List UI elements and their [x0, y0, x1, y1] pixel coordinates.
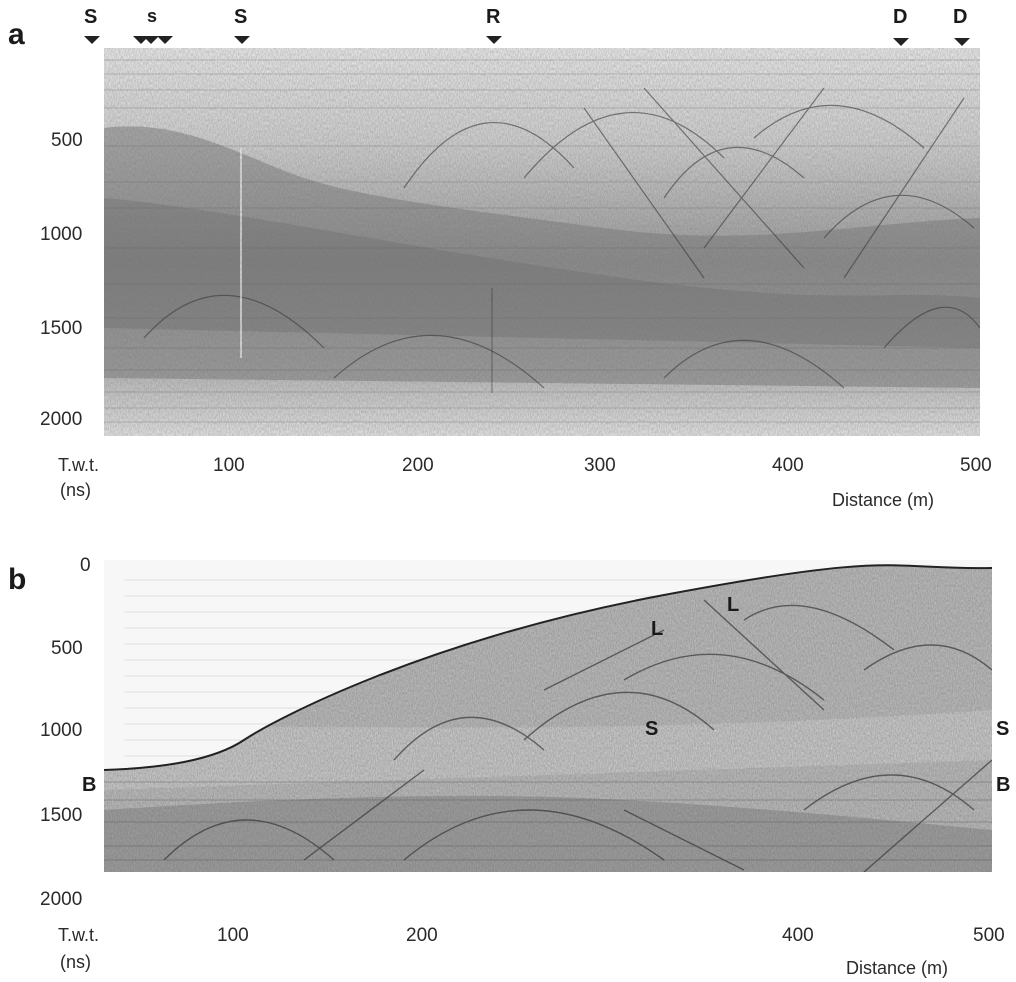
ytick-b-1000: 1000 [40, 720, 83, 741]
xtick-a-500: 500 [960, 455, 992, 476]
xlabel-a: Distance (m) [832, 490, 935, 510]
xtick-a-400: 400 [772, 455, 804, 476]
arrow-down-icon [143, 36, 159, 44]
label-s-mid: S [645, 718, 659, 740]
arrow-down-icon [954, 38, 970, 46]
radargram-a [104, 48, 980, 436]
ytick-a-500: 500 [51, 130, 83, 151]
ytick-b-1500: 1500 [40, 805, 83, 826]
label-s-right: S [996, 718, 1010, 740]
arrow-down-icon [234, 36, 250, 44]
label-l-2: L [651, 618, 664, 640]
marker-arrows [84, 36, 970, 46]
ylabel-a-line1: T.w.t. [58, 455, 100, 475]
xtick-b-100: 100 [217, 925, 249, 946]
ytick-b-0: 0 [80, 555, 91, 576]
ytick-a-1000: 1000 [40, 224, 83, 245]
marker-s-small: s [147, 6, 158, 26]
marker-s-2: S [234, 6, 248, 28]
arrow-down-icon [157, 36, 173, 44]
panel-a-letter: a [8, 18, 25, 51]
ylabel-b-line1: T.w.t. [58, 925, 100, 945]
xtick-b-400: 400 [782, 925, 814, 946]
label-b-right: B [996, 774, 1011, 796]
ytick-a-1500: 1500 [40, 318, 83, 339]
xtick-a-300: 300 [584, 455, 616, 476]
xtick-a-100: 100 [213, 455, 245, 476]
arrow-down-icon [486, 36, 502, 44]
ytick-b-500: 500 [51, 638, 83, 659]
label-b-left: B [82, 774, 97, 796]
label-l-1: L [727, 594, 740, 616]
radargram-b [104, 560, 992, 872]
marker-s-1: S [84, 6, 98, 28]
ytick-b-2000: 2000 [40, 889, 83, 910]
xtick-a-200: 200 [402, 455, 434, 476]
xlabel-b: Distance (m) [846, 958, 949, 978]
xtick-b-200: 200 [406, 925, 438, 946]
ylabel-b-line2: (ns) [60, 952, 91, 972]
marker-d-2: D [953, 6, 968, 28]
marker-r: R [486, 6, 501, 28]
ylabel-a-line2: (ns) [60, 480, 91, 500]
panel-b-letter: b [8, 563, 27, 596]
arrow-down-icon [84, 36, 100, 44]
ytick-a-2000: 2000 [40, 409, 83, 430]
xtick-b-500: 500 [973, 925, 1005, 946]
marker-d-1: D [893, 6, 908, 28]
arrow-down-icon [893, 38, 909, 46]
